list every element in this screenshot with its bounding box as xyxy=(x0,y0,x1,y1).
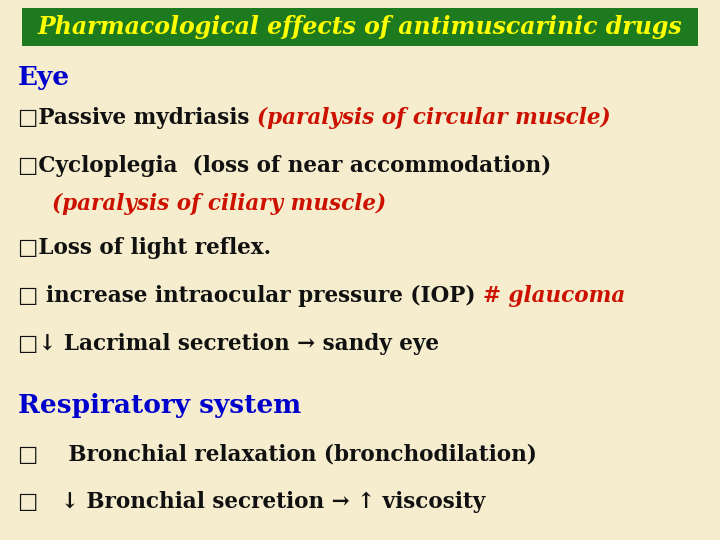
Bar xyxy=(22,8,698,46)
Text: □↓ Lacrimal secretion → sandy eye: □↓ Lacrimal secretion → sandy eye xyxy=(18,333,439,355)
Text: □Loss of light reflex.: □Loss of light reflex. xyxy=(18,237,271,259)
Text: □    Bronchial relaxation (bronchodilation): □ Bronchial relaxation (bronchodilation) xyxy=(18,443,537,465)
Text: □ increase intraocular pressure (IOP): □ increase intraocular pressure (IOP) xyxy=(18,285,483,307)
Text: (paralysis of circular muscle): (paralysis of circular muscle) xyxy=(257,107,611,129)
Text: □Cycloplegia  (loss of near accommodation): □Cycloplegia (loss of near accommodation… xyxy=(18,155,552,177)
Text: □   ↓ Bronchial secretion → ↑ viscosity: □ ↓ Bronchial secretion → ↑ viscosity xyxy=(18,491,485,513)
Text: Respiratory system: Respiratory system xyxy=(18,394,301,418)
Text: Eye: Eye xyxy=(18,65,70,91)
Text: Pharmacological effects of antimuscarinic drugs: Pharmacological effects of antimuscarini… xyxy=(37,15,683,39)
Text: # glaucoma: # glaucoma xyxy=(483,285,625,307)
Text: □Passive mydriasis: □Passive mydriasis xyxy=(18,107,257,129)
Text: (paralysis of ciliary muscle): (paralysis of ciliary muscle) xyxy=(52,193,386,215)
